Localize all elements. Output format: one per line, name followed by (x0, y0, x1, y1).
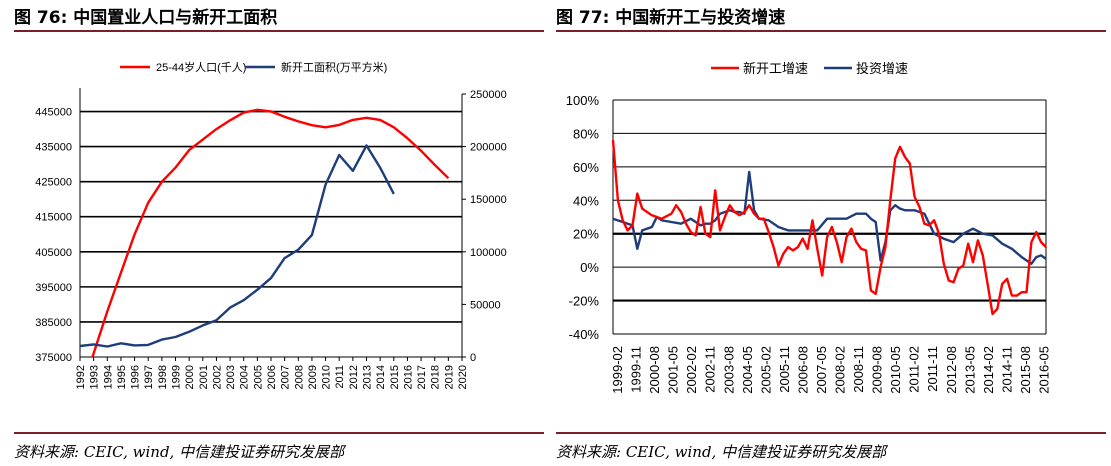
x-tick-label: 2000 (184, 365, 196, 389)
x-tick-label: 2013-05 (962, 346, 977, 394)
x-tick-label: 2008 (293, 365, 305, 389)
x-tick-label: 2014-02 (981, 346, 996, 394)
left-tick-label: 375000 (35, 352, 72, 364)
x-tick-label: 1992 (75, 365, 87, 389)
chart-panel-population: 图 76: 中国置业人口与新开工面积 375000 385000 395000 405… (0, 0, 545, 466)
x-tick-label: 2020 (457, 365, 469, 389)
x-tick-label: 2011-02 (907, 346, 922, 393)
right-tick-label: 50000 (470, 299, 501, 311)
x-tick-label: 2012-08 (944, 346, 959, 394)
y-tick-label: 60% (573, 160, 599, 175)
right-tick-label: 150000 (470, 194, 507, 206)
x-tick-label: 2016-05 (1037, 346, 1052, 394)
x-tick-label: 2007 (280, 365, 292, 389)
population-chart: 375000 385000 395000 405000 415000 425000 4350… (35, 60, 507, 389)
x-tick-label: 2014-11 (999, 346, 1014, 393)
series-line (91, 108, 450, 357)
x-tick-label: 2009 (307, 365, 319, 389)
x-tick-label: 2015-08 (1018, 346, 1033, 394)
series-line (612, 170, 1047, 265)
x-tick-label: 2002-02 (684, 346, 699, 394)
x-tick-label: 2010 (321, 365, 333, 389)
x-tick-label: 2003 (225, 365, 237, 389)
x-tick-label: 2003-08 (721, 346, 736, 394)
x-tick-label: 2004-05 (740, 346, 755, 394)
x-tick-label: 1994 (102, 365, 114, 389)
x-tick-label: 1999 (171, 365, 183, 389)
x-tick-label: 1997 (143, 365, 155, 389)
x-tick-label: 2019 (443, 365, 455, 389)
x-tick-label: 1998 (157, 365, 169, 389)
x-tick-label: 1996 (130, 365, 142, 389)
x-tick-label: 2011 (334, 365, 346, 389)
y-tick-label: -20% (569, 294, 600, 309)
y-tick-label: 40% (573, 193, 599, 208)
title-rule (556, 30, 1106, 32)
source-rule (14, 432, 544, 434)
chart-title: 图 77: 中国新开工与投资增速 (556, 8, 786, 28)
x-tick-label: 2004 (239, 365, 251, 389)
x-tick-label: 1999-11 (629, 346, 644, 393)
legend-label: 投资增速 (856, 61, 908, 76)
x-tick-label: 2002-11 (703, 346, 718, 393)
x-tick-label: 2012 (348, 365, 360, 389)
x-tick-label: 2016 (402, 365, 414, 389)
x-tick-label: 1999-02 (610, 346, 625, 394)
y-tick-label: -40% (569, 327, 600, 342)
x-tick-label: 2005 (252, 365, 264, 389)
x-tick-label: 2007-05 (814, 346, 829, 394)
source-note: 资料来源: CEIC, wind, 中信建投证券研究发展部 (556, 443, 887, 461)
x-tick-label: 2014 (375, 365, 387, 389)
left-tick-label: 415000 (35, 212, 72, 224)
growth-chart: 100% 80% 60% 40% 20% 0% -20% -40% 1999-02 1999-11… (566, 61, 1052, 394)
x-tick-label: 2005-11 (777, 346, 792, 393)
x-tick-label: 2002 (211, 365, 223, 389)
legend-label: 新开工面积(万平方米) (281, 60, 387, 74)
x-tick-label: 2013 (362, 365, 374, 389)
series-line (611, 140, 1047, 316)
left-tick-label: 385000 (35, 317, 72, 329)
source-rule (556, 432, 1106, 434)
chart-title: 图 76: 中国置业人口与新开工面积 (14, 8, 278, 28)
x-tick-label: 2009-08 (870, 346, 885, 394)
x-tick-label: 2008-02 (833, 346, 848, 394)
right-tick-label: 100000 (470, 247, 507, 259)
x-tick-label: 2015 (389, 365, 401, 389)
series-line (80, 144, 395, 348)
x-tick-label: 2006-08 (795, 346, 810, 394)
left-tick-label: 445000 (35, 107, 72, 119)
title-rule (14, 30, 544, 32)
left-tick-label: 425000 (35, 177, 72, 189)
y-tick-label: 0% (580, 260, 599, 275)
right-tick-label: 250000 (470, 89, 507, 101)
legend-label: 新开工增速 (743, 61, 808, 76)
x-tick-label: 2010-05 (888, 346, 903, 394)
x-tick-label: 1993 (89, 365, 101, 389)
left-tick-label: 405000 (35, 247, 72, 259)
x-tick-label: 2018 (430, 365, 442, 389)
x-tick-label: 2005-02 (758, 346, 773, 394)
left-tick-label: 395000 (35, 282, 72, 294)
x-tick-label: 2001 (198, 365, 210, 389)
y-tick-label: 100% (566, 93, 600, 108)
x-tick-label: 2008-11 (851, 346, 866, 393)
x-tick-label: 2006 (266, 365, 278, 389)
chart-panel-growth: 图 77: 中国新开工与投资增速 100% 80% 60% 40% 20% 0% -20% -… (556, 0, 1111, 466)
right-tick-label: 0 (470, 352, 476, 364)
source-note: 资料来源: CEIC, wind, 中信建投证券研究发展部 (14, 443, 345, 461)
left-tick-label: 435000 (35, 142, 72, 154)
legend-label: 25-44岁人口(千人) (156, 60, 246, 74)
right-tick-label: 200000 (470, 142, 507, 154)
x-tick-label: 2017 (416, 365, 428, 389)
x-tick-label: 1995 (116, 365, 128, 389)
y-tick-label: 20% (573, 227, 599, 242)
x-tick-label: 2000-08 (647, 346, 662, 394)
x-tick-label: 2011-11 (925, 346, 940, 392)
y-tick-label: 80% (573, 126, 599, 141)
x-tick-label: 2001-05 (666, 346, 681, 394)
